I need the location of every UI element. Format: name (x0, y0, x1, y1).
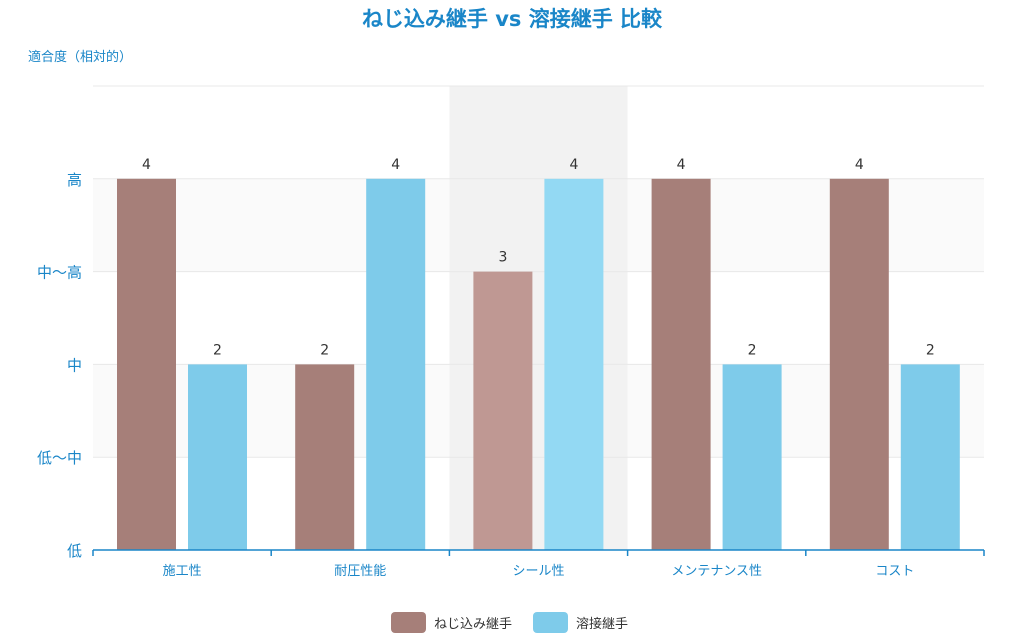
bar (188, 364, 247, 550)
bar (829, 178, 889, 551)
y-tick-label: 低〜中 (37, 449, 82, 467)
bar (473, 271, 533, 550)
data-label: 4 (391, 157, 400, 173)
bar (900, 364, 960, 550)
y-tick-label: 中〜高 (37, 264, 82, 282)
data-label: 4 (855, 157, 864, 173)
x-tick-label: 耐圧性能 (334, 564, 386, 579)
x-tick-label: メンテナンス性 (671, 564, 762, 579)
legend-label: ねじ込み継手 (434, 617, 512, 632)
data-label: 4 (142, 157, 151, 173)
bars: 4 2 3 4 4 2 4 4 2 2 (117, 157, 960, 551)
bar (651, 178, 711, 551)
chart-title: ねじ込み継手 vs 溶接継手 比較 (362, 7, 663, 31)
x-tick-label: 施工性 (163, 564, 202, 579)
legend-swatch (533, 612, 568, 633)
data-label: 4 (677, 157, 686, 173)
bar (366, 178, 426, 551)
legend-label: 溶接継手 (576, 616, 628, 632)
x-tick-label: コスト (875, 564, 914, 579)
bar (544, 178, 604, 551)
data-label: 2 (320, 342, 329, 358)
y-tick-label: 中 (67, 356, 82, 374)
legend-swatch (391, 612, 426, 633)
legend: ねじ込み継手 溶接継手 (391, 612, 628, 633)
y-tick-label: 高 (67, 171, 82, 189)
bar (722, 364, 782, 550)
data-label: 4 (569, 157, 578, 173)
bar (295, 364, 355, 550)
data-label: 3 (498, 250, 507, 266)
x-tick-label: シール性 (512, 564, 564, 579)
data-label: 2 (748, 342, 757, 358)
bar (117, 178, 176, 551)
y-axis-label: 適合度（相対的） (28, 49, 132, 65)
y-tick-label: 低 (67, 542, 82, 560)
data-label: 2 (213, 342, 222, 358)
data-label: 2 (926, 342, 935, 358)
